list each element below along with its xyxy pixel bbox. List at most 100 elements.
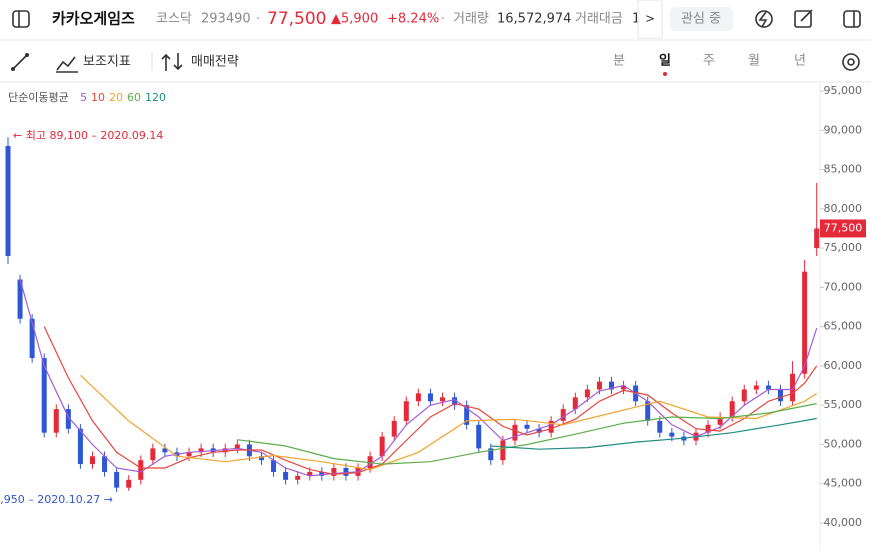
candle-body: [295, 475, 301, 480]
flash-icon[interactable]: [755, 10, 773, 28]
candle-body: [198, 448, 204, 453]
legend-item: 60: [127, 91, 141, 104]
candle-body: [753, 385, 759, 390]
period-tab[interactable]: 분: [613, 54, 625, 69]
candle-body: [89, 456, 95, 465]
amount-label: 거래대금: [575, 12, 623, 27]
candle-body: [415, 393, 421, 402]
moving-average: [43, 326, 818, 475]
candle-body: [596, 381, 602, 390]
candle-body: [802, 271, 808, 374]
candle-body: [307, 471, 313, 476]
candles: [5, 137, 820, 492]
candle-body: [765, 385, 771, 390]
moving-average: [19, 279, 818, 477]
candle-body: [609, 381, 614, 390]
y-tick-label: 50,000: [824, 437, 863, 450]
candle-body: [162, 448, 168, 453]
indicator-icon[interactable]: [56, 56, 78, 73]
candle-body: [114, 471, 120, 488]
volume: 16,572,974: [497, 12, 571, 27]
candle-body: [283, 471, 289, 480]
separator: ·: [441, 12, 445, 26]
price-badge-label: 77,500: [824, 221, 863, 234]
y-tick-label: 40,000: [824, 516, 863, 529]
candle-body: [5, 145, 11, 256]
candle-body: [621, 385, 627, 390]
candle-body: [500, 440, 506, 461]
y-tick-label: 75,000: [824, 241, 863, 254]
candle-body: [777, 389, 783, 402]
price-badge: [820, 219, 866, 238]
candle-body: [427, 393, 433, 402]
y-tick-label: 60,000: [824, 359, 863, 372]
candle-body: [512, 424, 518, 441]
legend-title: 단순이동평균: [8, 91, 69, 104]
candle-body: [77, 428, 83, 465]
candle-body: [234, 444, 240, 449]
candle-body: [452, 397, 458, 406]
candle-body: [705, 424, 711, 433]
legend-item: 5: [80, 91, 87, 104]
candle-body: [790, 373, 796, 402]
candle-body: [102, 456, 108, 472]
candle-body: [729, 401, 735, 417]
candle-body: [572, 397, 578, 410]
watch-label: 관심 중: [681, 12, 721, 27]
low-annotation: 최저 43,950 – 2020.10.27 →: [0, 493, 113, 506]
y-tick-label: 45,000: [824, 477, 863, 490]
candle-body: [343, 468, 349, 476]
candle-body: [584, 389, 590, 398]
candle-body: [464, 405, 470, 425]
candle-body: [222, 448, 228, 453]
y-tick-label: 85,000: [824, 163, 863, 176]
change: ▲5,900: [331, 12, 378, 27]
moving-average: [237, 403, 817, 465]
candle-body: [391, 420, 397, 437]
candle-body: [814, 228, 820, 249]
strategy-icon[interactable]: [161, 53, 183, 71]
period-tab[interactable]: 주: [703, 54, 715, 69]
candle-body: [379, 436, 385, 457]
settings-icon[interactable]: [842, 53, 860, 71]
candle-body: [53, 409, 59, 433]
period-tab[interactable]: 년: [794, 54, 806, 69]
candle-body: [126, 479, 132, 488]
active-dot: [663, 72, 667, 76]
sidebar-button[interactable]: [12, 10, 30, 28]
volume-label: 거래량: [453, 12, 489, 27]
candle-body: [560, 409, 566, 421]
candle-body: [258, 456, 264, 461]
candle-body: [657, 420, 663, 433]
amount: 1: [632, 12, 640, 27]
layout-icon[interactable]: [843, 10, 861, 28]
y-tick-label: 55,000: [824, 398, 863, 411]
candle-body: [29, 318, 35, 359]
y-tick-label: 80,000: [824, 202, 863, 215]
candle-body: [669, 432, 675, 437]
candle-body: [319, 471, 325, 476]
indicators[interactable]: 보조지표: [83, 55, 131, 70]
more-button[interactable]: [637, 0, 663, 39]
candle-body: [186, 452, 192, 457]
draw-tool[interactable]: [11, 53, 29, 71]
edit-icon[interactable]: [794, 9, 813, 28]
legend-item: 10: [91, 91, 105, 104]
moving-average: [490, 417, 817, 450]
watch-button[interactable]: [670, 7, 733, 31]
candle-body: [440, 397, 446, 402]
y-tick-label: 90,000: [824, 123, 863, 136]
code: 293490: [201, 12, 251, 27]
change-pct: +8.24%: [387, 12, 439, 27]
strategy[interactable]: 매매전략: [191, 55, 239, 70]
candle-body: [536, 428, 542, 433]
candle-body: [524, 424, 530, 429]
high-annotation: ← 최고 89,100 – 2020.09.14: [13, 129, 163, 142]
period-tab[interactable]: 일: [659, 54, 671, 69]
candle-body: [271, 460, 277, 472]
period-tab[interactable]: 월: [748, 54, 760, 69]
legend-item: 20: [109, 91, 123, 104]
market: 코스닥: [156, 12, 192, 27]
